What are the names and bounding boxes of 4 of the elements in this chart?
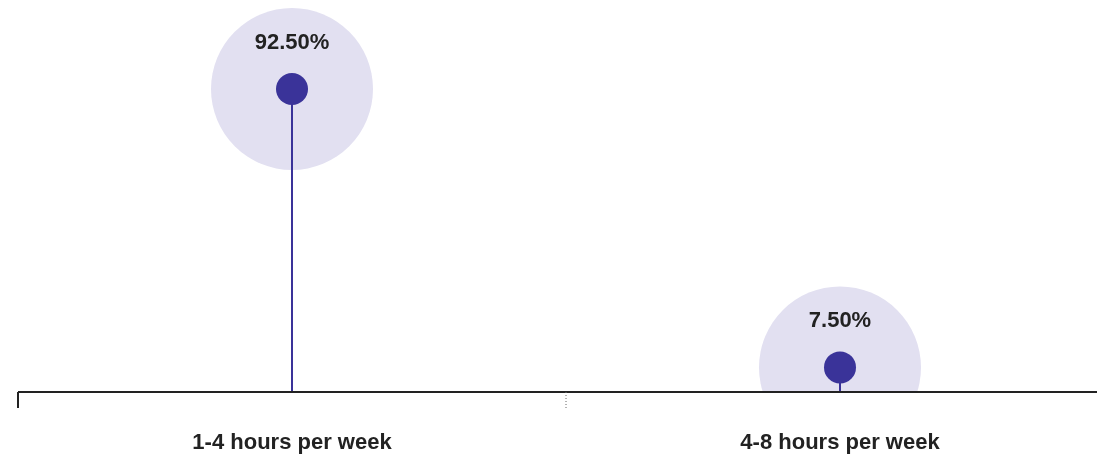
x-tick-label: 1-4 hours per week bbox=[192, 429, 393, 454]
data-label: 92.50% bbox=[254, 29, 330, 54]
x-tick-label: 4-8 hours per week bbox=[740, 429, 941, 454]
data-label: 7.50% bbox=[808, 307, 872, 333]
